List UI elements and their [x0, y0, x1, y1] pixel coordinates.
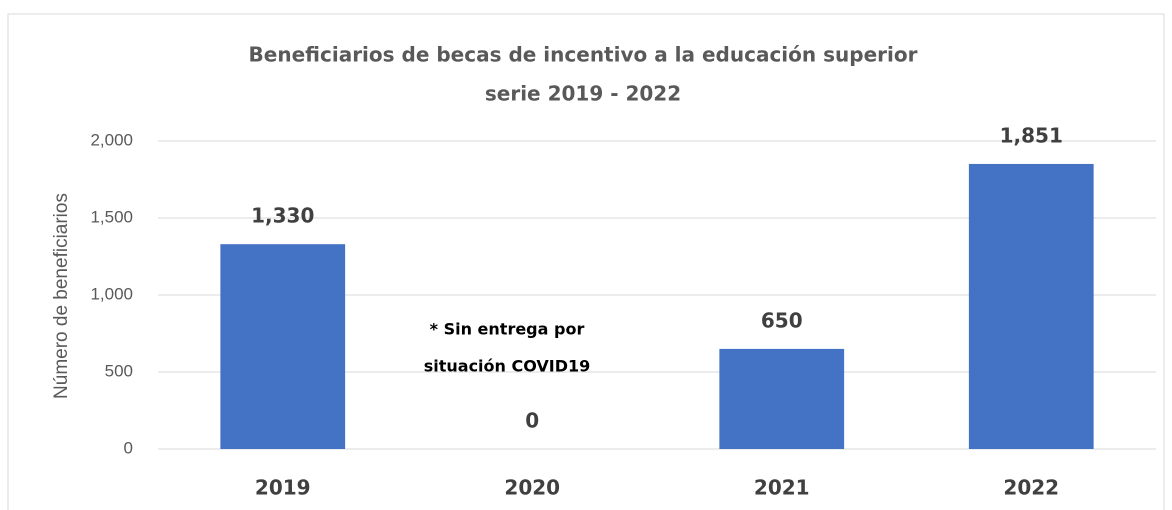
- data-label: 0: [525, 409, 539, 433]
- data-label: 650: [761, 308, 803, 332]
- x-tick-label: 2022: [1003, 476, 1059, 500]
- bar: [968, 163, 1094, 450]
- x-tick-label: 2019: [255, 476, 311, 500]
- bar: [220, 244, 346, 449]
- chart-frame: [7, 13, 1165, 510]
- y-tick-label: 1,500: [90, 207, 133, 226]
- y-axis-label: Número de beneficiarios: [51, 193, 72, 399]
- data-label: 1,330: [251, 204, 314, 228]
- y-tick-label: 500: [105, 361, 133, 380]
- chart-title: serie 2019 - 2022: [485, 82, 681, 106]
- bar: [719, 348, 845, 449]
- x-tick-label: 2020: [504, 476, 560, 500]
- x-tick-label: 2021: [754, 476, 810, 500]
- annotation: * Sin entrega por: [430, 320, 585, 339]
- y-tick-label: 2,000: [90, 130, 133, 149]
- chart-title: Beneficiarios de becas de incentivo a la…: [249, 43, 918, 67]
- y-tick-label: 1,000: [90, 284, 133, 303]
- y-tick-label: 0: [124, 438, 133, 457]
- data-label: 1,851: [1000, 123, 1063, 147]
- annotation: situación COVID19: [424, 357, 591, 376]
